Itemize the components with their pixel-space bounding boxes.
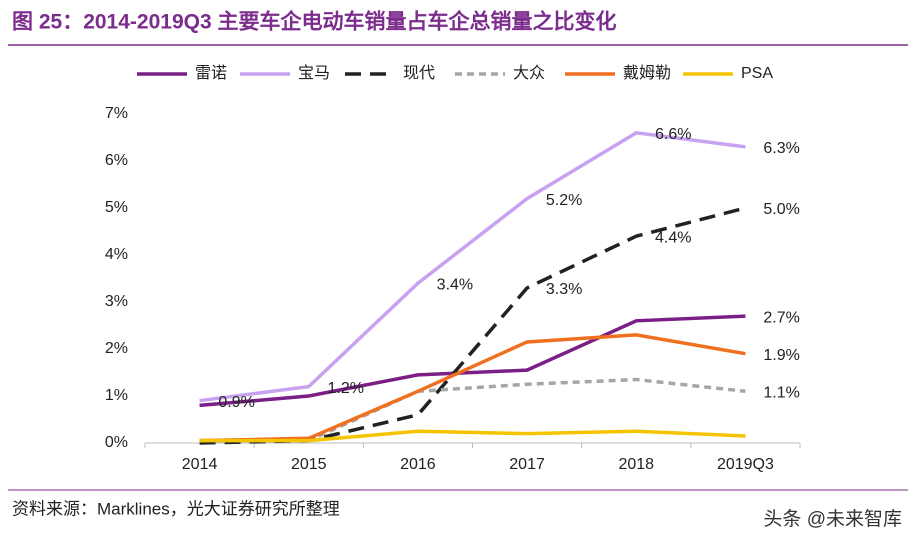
y-tick-label: 1% xyxy=(105,387,128,404)
y-tick-label: 5% xyxy=(105,199,128,216)
data-label: 3.4% xyxy=(437,276,473,293)
y-tick-label: 6% xyxy=(105,152,128,169)
data-label: 1.2% xyxy=(328,380,364,397)
x-tick-label: 2014 xyxy=(182,456,218,473)
y-tick-label: 3% xyxy=(105,293,128,310)
watermark: 头条 @未来智库 xyxy=(763,508,902,530)
data-label: 6.6% xyxy=(655,126,691,143)
data-label: 6.3% xyxy=(763,140,799,157)
chart-title: 图 25：2014-2019Q3 主要车企电动车销量占车企总销量之比变化 xyxy=(12,10,616,34)
series-line xyxy=(199,333,746,443)
data-label: 5.0% xyxy=(763,201,799,218)
data-label: 5.2% xyxy=(546,192,582,209)
legend-label: 雷诺 xyxy=(195,64,227,82)
y-tick-label: 2% xyxy=(105,340,128,357)
data-label: 2.7% xyxy=(763,309,799,326)
data-label: 3.3% xyxy=(546,281,582,298)
data-label: 0.9% xyxy=(218,394,254,411)
data-label: 4.4% xyxy=(655,229,691,246)
source: 资料来源：Marklines，光大证券研究所整理 xyxy=(12,499,340,518)
legend-label: 大众 xyxy=(513,64,545,82)
y-tick-label: 4% xyxy=(105,246,128,263)
legend-label: 宝马 xyxy=(298,64,330,82)
x-tick-label: 2016 xyxy=(400,456,436,473)
y-tick-label: 7% xyxy=(105,105,128,122)
legend-label: PSA xyxy=(741,65,773,82)
x-tick-label: 2019Q3 xyxy=(717,456,774,473)
x-tick-label: 2018 xyxy=(618,456,654,473)
series-line xyxy=(199,130,746,403)
data-label: 1.9% xyxy=(763,347,799,364)
data-label: 1.1% xyxy=(763,385,799,402)
x-tick-label: 2017 xyxy=(509,456,545,473)
legend-label: 现代 xyxy=(403,64,435,82)
legend-label: 戴姆勒 xyxy=(623,64,671,82)
y-tick-label: 0% xyxy=(105,434,128,451)
series-line xyxy=(199,429,746,443)
x-tick-label: 2015 xyxy=(291,456,327,473)
series-line xyxy=(199,314,746,408)
